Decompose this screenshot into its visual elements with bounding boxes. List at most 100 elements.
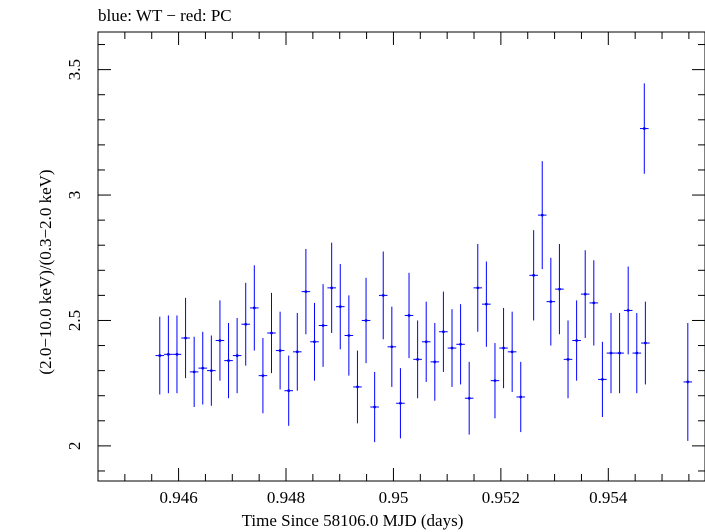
data-point bbox=[482, 261, 491, 347]
data-point bbox=[241, 282, 251, 366]
x-tick-label: 0.95 bbox=[379, 488, 409, 507]
x-tick-label: 0.948 bbox=[267, 488, 305, 507]
data-marker bbox=[244, 322, 248, 326]
data-marker bbox=[295, 350, 299, 354]
data-point bbox=[473, 243, 483, 332]
data-point bbox=[327, 242, 336, 334]
data-marker bbox=[347, 334, 351, 337]
data-point bbox=[580, 250, 590, 339]
data-marker bbox=[252, 306, 256, 310]
data-point bbox=[292, 312, 302, 391]
data-point bbox=[370, 371, 379, 443]
data-point bbox=[641, 301, 650, 385]
data-marker bbox=[601, 378, 604, 381]
data-point bbox=[555, 243, 564, 335]
data-point bbox=[155, 316, 165, 395]
data-marker bbox=[424, 340, 428, 344]
data-marker bbox=[175, 352, 179, 356]
y-tick-label: 3.5 bbox=[65, 59, 84, 80]
data-marker bbox=[184, 336, 187, 340]
data-points bbox=[155, 83, 693, 443]
y-tick-label: 2.5 bbox=[65, 310, 84, 331]
data-point bbox=[413, 320, 422, 399]
data-point bbox=[224, 322, 233, 399]
data-point bbox=[396, 368, 405, 439]
data-point bbox=[683, 322, 693, 441]
data-marker bbox=[441, 330, 445, 334]
data-marker bbox=[519, 395, 523, 399]
data-point bbox=[318, 284, 328, 367]
data-marker bbox=[330, 286, 334, 290]
data-marker bbox=[287, 389, 291, 393]
data-marker bbox=[450, 346, 454, 350]
data-marker bbox=[364, 319, 368, 322]
data-marker bbox=[338, 305, 342, 309]
data-point bbox=[284, 355, 293, 426]
data-marker bbox=[502, 346, 505, 350]
data-marker bbox=[278, 349, 282, 352]
data-point bbox=[507, 311, 517, 392]
data-point bbox=[310, 302, 319, 381]
x-tick-label: 0.952 bbox=[482, 488, 520, 507]
data-point bbox=[353, 350, 362, 424]
data-marker bbox=[618, 351, 621, 355]
data-marker bbox=[540, 213, 544, 217]
data-marker bbox=[566, 357, 570, 361]
data-marker bbox=[459, 342, 462, 346]
data-marker bbox=[313, 340, 316, 344]
data-marker bbox=[433, 360, 437, 364]
data-point bbox=[537, 161, 547, 270]
data-marker bbox=[686, 380, 690, 384]
data-marker bbox=[549, 300, 553, 304]
x-axis-label: Time Since 58106.0 MJD (days) bbox=[241, 511, 464, 530]
data-point bbox=[421, 301, 431, 382]
data-point bbox=[181, 297, 190, 379]
data-marker bbox=[235, 354, 239, 357]
data-marker bbox=[166, 352, 170, 356]
data-point bbox=[499, 307, 508, 389]
data-point bbox=[215, 300, 225, 381]
data-marker bbox=[476, 286, 480, 290]
data-marker bbox=[510, 350, 514, 354]
data-point bbox=[172, 315, 182, 394]
data-marker bbox=[373, 405, 377, 409]
data-point bbox=[447, 309, 457, 387]
data-marker bbox=[270, 331, 273, 335]
data-marker bbox=[356, 385, 359, 389]
data-marker bbox=[407, 314, 411, 317]
x-tick-label: 0.946 bbox=[159, 488, 197, 507]
data-marker bbox=[201, 366, 205, 370]
data-marker bbox=[467, 396, 471, 400]
data-point bbox=[275, 311, 285, 390]
data-point bbox=[464, 361, 474, 435]
data-point bbox=[404, 272, 414, 359]
data-marker bbox=[558, 287, 561, 291]
data-point bbox=[606, 312, 616, 394]
data-point bbox=[563, 320, 573, 399]
y-axis-label: (2.0−10.0 keV)/(0.3−2.0 keV) bbox=[36, 169, 55, 375]
data-point bbox=[250, 265, 259, 351]
data-marker bbox=[642, 127, 646, 130]
data-point bbox=[430, 322, 440, 401]
data-marker bbox=[592, 301, 596, 305]
data-point bbox=[529, 230, 538, 321]
data-marker bbox=[532, 273, 536, 277]
axis-ticks: 0.946 0.948 0.95 0.952 0.954 2 2.5 3 3.5 bbox=[65, 32, 705, 507]
data-point bbox=[640, 83, 649, 174]
data-marker bbox=[261, 374, 265, 378]
data-point bbox=[615, 312, 624, 394]
x-tick-label: 0.954 bbox=[589, 488, 628, 507]
data-marker bbox=[192, 370, 196, 374]
data-point bbox=[490, 343, 500, 419]
data-point bbox=[589, 260, 599, 346]
data-point bbox=[598, 341, 607, 418]
chart-title: blue: WT − red: PC bbox=[98, 6, 232, 25]
data-point bbox=[164, 315, 173, 394]
data-point bbox=[189, 336, 199, 408]
data-point bbox=[301, 248, 311, 335]
data-point bbox=[232, 317, 242, 394]
data-point bbox=[439, 291, 448, 372]
data-marker bbox=[484, 302, 488, 306]
data-point bbox=[632, 312, 642, 394]
